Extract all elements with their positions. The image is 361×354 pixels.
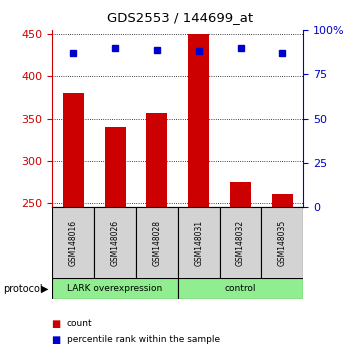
Bar [94,207,136,280]
Bar [178,207,219,280]
Bar [272,194,293,207]
Bar [261,207,303,280]
Bar [230,182,251,207]
Text: GSM148031: GSM148031 [194,220,203,267]
Text: percentile rank within the sample: percentile rank within the sample [67,335,220,344]
Text: control: control [225,284,256,293]
Bar [188,34,209,207]
Text: GSM148028: GSM148028 [152,221,161,266]
Bar [63,93,84,207]
Text: GSM148035: GSM148035 [278,220,287,267]
Text: GDS2553 / 144699_at: GDS2553 / 144699_at [108,11,253,24]
Bar [136,207,178,280]
Text: GSM148016: GSM148016 [69,220,78,267]
Bar [178,278,303,299]
Text: ▶: ▶ [42,284,49,293]
Text: GSM148032: GSM148032 [236,220,245,267]
Text: count: count [67,319,92,329]
Text: protocol: protocol [4,284,43,293]
Bar [147,113,168,207]
Bar [52,207,94,280]
Bar [105,127,126,207]
Text: GSM148026: GSM148026 [110,220,119,267]
Text: ■: ■ [51,335,61,345]
Bar [219,207,261,280]
Bar [52,278,178,299]
Text: LARK overexpression: LARK overexpression [68,284,163,293]
Text: ■: ■ [51,319,61,329]
